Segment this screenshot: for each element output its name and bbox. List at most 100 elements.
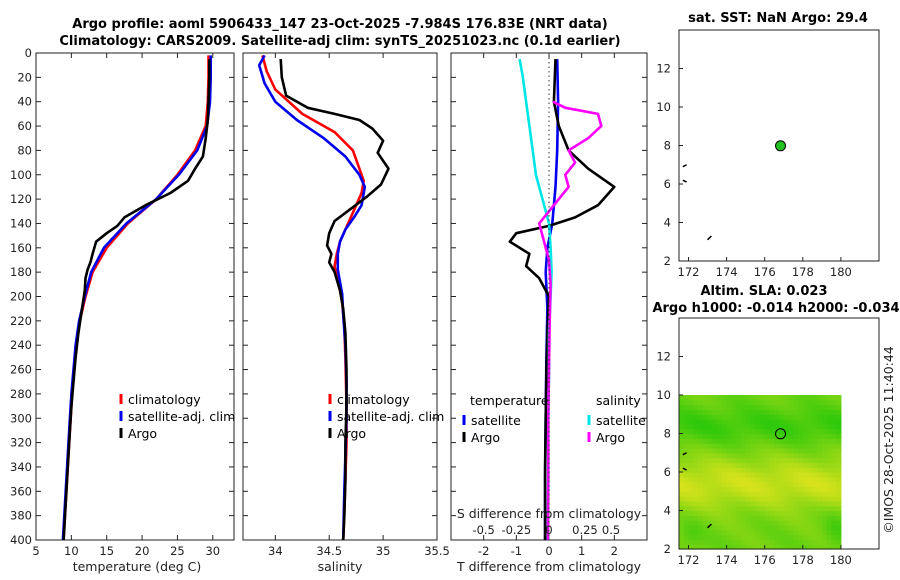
temperature-legend-label: satellite-adj. clim <box>128 409 235 424</box>
sla-heat-cell <box>774 491 780 497</box>
sla-heat-cell <box>798 404 804 411</box>
sla-heat-cell <box>764 529 771 536</box>
sla-heat-cell <box>731 414 737 420</box>
sla-heat-cell <box>717 481 723 488</box>
sla-heat-cell <box>774 419 780 425</box>
sla-heat-cell <box>817 447 823 454</box>
sla-heat-cell <box>745 491 752 497</box>
sla-heat-cell <box>702 510 709 516</box>
difference-legend-salinity-title: salinity <box>596 393 641 408</box>
sla-heat-cell <box>807 399 813 406</box>
sla-heat-cell <box>793 529 799 536</box>
sla-heat-cell <box>807 476 813 483</box>
sla-heat-cell <box>802 443 809 449</box>
sla-heat-cell <box>831 423 837 430</box>
sla-heat-cell <box>688 399 694 406</box>
sla-heat-cell <box>712 505 718 512</box>
sla-heat-cell <box>698 457 704 464</box>
sla-heat-cell <box>698 520 704 526</box>
sla-heat-cell <box>736 452 742 459</box>
sla-heat-cell <box>836 433 842 439</box>
salinity-legend-label: satellite-adj. clim <box>337 409 444 424</box>
sla-heat-cell <box>764 544 771 550</box>
sla-heat-cell <box>760 505 766 512</box>
sla-heat-cell <box>821 443 828 449</box>
sla-heat-cell <box>836 428 842 435</box>
sla-heat-cell <box>817 433 823 439</box>
sla-heat-cell <box>783 462 790 468</box>
sla-heat-cell <box>774 433 780 439</box>
sla-heat-cell <box>826 428 832 435</box>
sla-heat-cell <box>679 472 685 478</box>
sla-heat-cell <box>831 486 837 492</box>
sla-heat-cell <box>788 414 794 420</box>
sla-heat-cell <box>798 500 804 507</box>
sla-heat-cell <box>698 505 704 512</box>
sla-heat-cell <box>721 476 728 483</box>
sla-heat-cell <box>821 491 828 497</box>
sla-heat-cell <box>683 438 690 444</box>
sla-heat-cell <box>740 409 747 415</box>
sla-heat-cell <box>731 524 737 531</box>
sla-heat-cell <box>731 443 737 449</box>
sla-heat-cell <box>683 515 690 521</box>
sla-heat-cell <box>793 505 799 512</box>
sla-heat-cell <box>698 409 704 415</box>
sla-heat-cell <box>788 428 794 435</box>
sla-heat-cell <box>812 481 818 488</box>
sla-heat-cell <box>802 524 809 531</box>
sla-heat-cell <box>726 419 732 425</box>
sla-heat-cell <box>721 539 728 545</box>
sst_map-coastline <box>707 235 712 241</box>
sla-heat-cell <box>679 529 685 536</box>
sla-heat-cell <box>774 447 780 454</box>
sla-heat-cell <box>736 419 742 425</box>
sla-heat-cell <box>693 404 699 411</box>
sla-heat-cell <box>693 544 699 550</box>
temperature-ytick-label: 0 <box>25 46 32 60</box>
sla-heat-cell <box>760 467 766 473</box>
sla-heat-cell <box>702 467 709 473</box>
sla-heat-cell <box>688 423 694 430</box>
sla-heat-cell <box>826 419 832 425</box>
sla-heat-cell <box>707 399 713 406</box>
temperature-ytick-label: 160 <box>10 241 32 255</box>
sla-heat-cell <box>779 409 785 415</box>
sla-heat-cell <box>731 462 737 468</box>
sla-heat-cell <box>764 395 771 401</box>
sla-heat-cell <box>721 428 728 435</box>
sla-heat-cell <box>683 496 690 502</box>
sla-heat-cell <box>798 529 804 536</box>
sla-heat-cell <box>817 462 823 468</box>
sla-heat-cell <box>740 443 747 449</box>
sla-heat-cell <box>707 524 713 531</box>
sla-heat-cell <box>836 500 842 507</box>
sla-heat-cell <box>688 467 694 473</box>
sla-heat-cell <box>764 409 771 415</box>
sla-heat-cell <box>831 529 837 536</box>
sla-heat-cell <box>745 433 752 439</box>
sla-heat-cell <box>740 520 747 526</box>
sla-heat-cell <box>788 462 794 468</box>
sla-heat-cell <box>817 472 823 478</box>
sla-heat-cell <box>726 467 732 473</box>
sla-heat-cell <box>826 395 832 401</box>
temperature-ytick-label: 260 <box>10 363 32 377</box>
sla-heat-cell <box>688 438 694 444</box>
sla-heat-cell <box>769 395 775 401</box>
sla-heat-cell <box>683 419 690 425</box>
sla-heat-cell <box>836 539 842 545</box>
sla-heat-cell <box>831 399 837 406</box>
temperature-ytick-label: 240 <box>10 338 32 352</box>
sla-heat-cell <box>812 443 818 449</box>
sla-heat-cell <box>802 505 809 512</box>
sla-heat-cell <box>721 529 728 536</box>
sla-heat-cell <box>788 539 794 545</box>
sla-heat-cell <box>817 496 823 502</box>
sla-heat-cell <box>793 481 799 488</box>
sla-heat-cell <box>817 500 823 507</box>
sla-heat-cell <box>698 544 704 550</box>
sla-heat-cell <box>812 467 818 473</box>
temperature-ytick-label: 340 <box>10 460 32 474</box>
temperature-ytick-label: 180 <box>10 265 32 279</box>
